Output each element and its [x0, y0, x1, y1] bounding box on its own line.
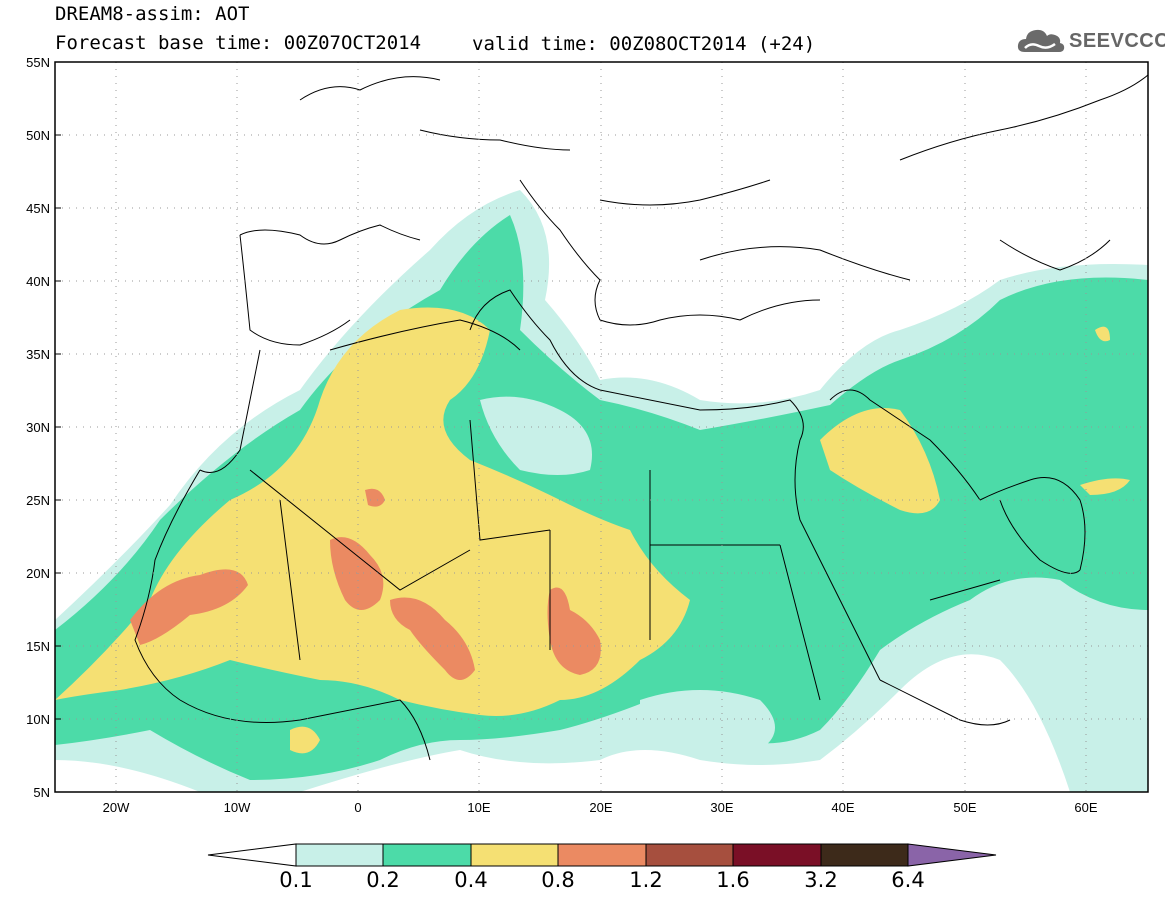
colorbar-bin	[295, 843, 384, 867]
lat-tick: 35N	[26, 347, 50, 362]
lat-tick: 25N	[26, 493, 50, 508]
logo-text: SEEVCCC	[1069, 30, 1165, 52]
colorbar-label: 1.2	[629, 868, 663, 892]
colorbar-label: 6.4	[891, 868, 925, 892]
lon-tick: 10E	[467, 800, 490, 815]
colorbar-bin	[732, 843, 822, 867]
lon-tick: 60E	[1074, 800, 1097, 815]
graticule	[55, 62, 1148, 792]
lon-tick: 20E	[589, 800, 612, 815]
lat-tick: 40N	[26, 274, 50, 289]
valid-time: valid time: 00Z08OCT2014 (+24)	[472, 33, 816, 55]
forecast-base-time: Forecast base time: 00Z07OCT2014	[55, 32, 422, 54]
lon-tick: 50E	[953, 800, 976, 815]
seevccc-logo: SEEVCCC	[1015, 24, 1165, 58]
colorbar-high-arrow	[907, 843, 997, 867]
colorbar-label: 0.2	[366, 868, 400, 892]
lat-tick: 45N	[26, 201, 50, 216]
lat-tick: 50N	[26, 128, 50, 143]
lon-tick: 20W	[103, 800, 130, 815]
lat-tick: 55N	[26, 55, 50, 70]
colorbar-label: 1.6	[716, 868, 750, 892]
lat-tick: 20N	[26, 566, 50, 581]
dust-field	[55, 190, 1148, 792]
lat-tick: 10N	[26, 712, 50, 727]
lon-tick: 30E	[710, 800, 733, 815]
map-title: DREAM8-assim: AOT	[55, 3, 250, 25]
lat-tick: 5N	[33, 785, 50, 800]
colorbar-bin	[382, 843, 472, 867]
colorbar-label: 3.2	[804, 868, 838, 892]
colorbar-bin	[820, 843, 909, 867]
lat-tick: 30N	[26, 420, 50, 435]
cloud-icon	[1017, 29, 1065, 52]
lon-tick: 0	[354, 800, 361, 815]
lon-axis: 20W 10W 0 10E 20E 30E 40E 50E 60E	[103, 800, 1098, 815]
coastlines	[134, 74, 1148, 761]
colorbar-low-arrow	[207, 843, 297, 867]
lon-tick: 40E	[831, 800, 854, 815]
colorbar	[207, 843, 997, 867]
colorbar-label: 0.4	[454, 868, 488, 892]
colorbar-bin	[470, 843, 559, 867]
colorbar-bin	[645, 843, 734, 867]
lon-tick: 10W	[224, 800, 251, 815]
lat-axis: 55N 50N 45N 40N 35N 30N 25N 20N 15N 10N …	[26, 55, 61, 800]
colorbar-label: 0.8	[541, 868, 575, 892]
colorbar-label: 0.1	[279, 868, 313, 892]
lat-tick: 15N	[26, 639, 50, 654]
colorbar-bin	[557, 843, 647, 867]
